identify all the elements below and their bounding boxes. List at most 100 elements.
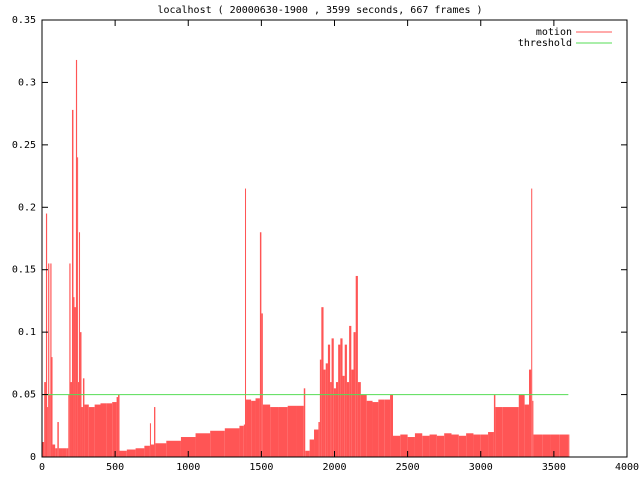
impulse (150, 444, 155, 457)
impulse (51, 357, 53, 457)
impulse (49, 394, 51, 457)
x-tick-label: 500 (106, 462, 124, 473)
impulse (42, 442, 45, 457)
x-tick-label: 1000 (176, 462, 200, 473)
impulse (390, 394, 393, 457)
y-tick-label: 0.1 (18, 327, 36, 338)
impulse (331, 338, 334, 457)
impulse (55, 448, 58, 457)
impulse (531, 188, 533, 458)
impulse (47, 407, 49, 457)
x-tick-label: 4000 (615, 462, 639, 473)
impulse (68, 394, 70, 457)
impulse (255, 398, 260, 457)
impulse (393, 435, 401, 457)
impulse (48, 263, 50, 457)
impulse (74, 307, 76, 457)
impulse (436, 435, 445, 457)
impulse (154, 407, 156, 457)
impulse (318, 422, 320, 457)
impulse (414, 433, 423, 457)
impulse (262, 404, 271, 457)
impulse (559, 434, 569, 457)
impulse (100, 403, 107, 457)
impulse (330, 382, 332, 457)
impulse (407, 437, 415, 457)
impulse (335, 382, 339, 457)
impulse (239, 425, 244, 457)
impulse (309, 439, 315, 457)
impulse (568, 434, 570, 457)
impulse (144, 445, 150, 457)
impulse (155, 443, 167, 457)
impulse (62, 448, 67, 457)
y-tick-label: 0.05 (12, 390, 36, 401)
impulse (340, 338, 343, 457)
impulse (69, 263, 71, 457)
impulse (518, 394, 525, 457)
impulse (355, 275, 358, 457)
impulse (333, 388, 336, 457)
impulse (195, 433, 211, 457)
impulse (57, 422, 59, 457)
impulse (529, 369, 532, 457)
impulse (296, 405, 304, 457)
impulse (66, 448, 69, 457)
impulse (422, 435, 430, 457)
x-tick-label: 1500 (249, 462, 273, 473)
impulse (251, 400, 256, 457)
impulse (366, 400, 373, 457)
y-tick-label: 0.3 (18, 77, 36, 88)
impulse (344, 344, 347, 457)
impulse (270, 407, 279, 457)
impulse (384, 399, 391, 457)
impulse (166, 440, 181, 457)
y-tick-label: 0.2 (18, 202, 36, 213)
y-tick-label: 0.15 (12, 265, 36, 276)
impulse (50, 263, 52, 457)
impulse (357, 382, 361, 457)
impulse (325, 363, 328, 457)
impulse (502, 407, 510, 457)
impulse (88, 407, 95, 457)
impulse (429, 434, 437, 457)
impulse (346, 382, 350, 457)
impulse (305, 450, 310, 457)
impulse (243, 424, 245, 457)
legend-label: motion (536, 27, 572, 38)
impulse (400, 434, 408, 457)
impulse (314, 429, 319, 457)
impulse (303, 388, 306, 457)
x-tick-label: 3500 (542, 462, 566, 473)
impulse (246, 399, 252, 457)
impulse (261, 313, 263, 457)
y-tick-label: 0 (30, 452, 36, 463)
impulse (493, 394, 496, 457)
impulse (58, 448, 63, 457)
chart-title: localhost ( 20000630-1900 , 3599 seconds… (157, 5, 482, 16)
impulse (118, 394, 120, 457)
impulse (77, 157, 79, 458)
impulse (451, 434, 459, 457)
impulse (351, 369, 354, 457)
impulse (338, 344, 341, 457)
impulse (44, 382, 46, 457)
plot-area: 0 0.05 0.1 0.15 0.2 0.25 0.3 0.35 0 500 1000 1500 20… (12, 15, 639, 473)
impulse (321, 307, 324, 457)
impulse (94, 404, 101, 457)
impulse (244, 188, 247, 458)
impulse (180, 437, 196, 457)
impulse (210, 430, 225, 457)
impulse (378, 399, 385, 457)
impulse (342, 375, 345, 457)
impulse (360, 394, 367, 457)
x-tick-label: 2500 (396, 462, 420, 473)
impulse (524, 404, 530, 457)
x-tick-label: 2000 (322, 462, 346, 473)
impulse (52, 444, 56, 457)
impulse (116, 397, 119, 457)
impulse (70, 382, 72, 457)
impulse (372, 402, 379, 457)
impulse (327, 344, 331, 457)
impulse (81, 407, 83, 457)
